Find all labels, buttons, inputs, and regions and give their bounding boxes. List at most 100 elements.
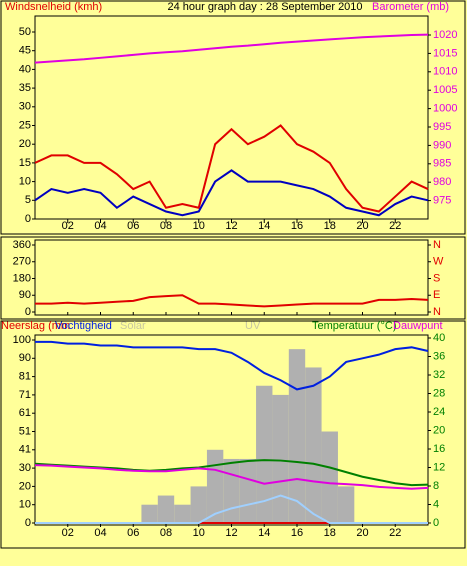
solar-bar — [157, 495, 175, 523]
x-tick-label: 18 — [324, 220, 336, 232]
y-tick-label: 90 — [19, 352, 31, 364]
y2-tick-label: N — [433, 239, 441, 251]
series-line — [34, 169, 429, 217]
x-tick-label: 04 — [94, 220, 106, 232]
y2-tick-label: E — [433, 289, 440, 301]
y2-tick-label: 28 — [433, 387, 445, 399]
solar-bar — [337, 486, 355, 523]
y2-tick-label: 36 — [433, 350, 445, 362]
y-tick-label: 30 — [19, 101, 31, 113]
y-tick-label: 360 — [13, 239, 31, 251]
y-tick-label: 90 — [19, 289, 31, 301]
y-tick-label: 15 — [19, 157, 31, 169]
y-tick-label: 10 — [19, 176, 31, 188]
solar-bar — [272, 394, 289, 523]
panel-frame — [0, 0, 466, 235]
y2-tick-label: 980 — [433, 176, 451, 188]
y-tick-label: 270 — [13, 256, 31, 268]
series-line — [34, 33, 429, 64]
x-tick-label: 20 — [356, 220, 368, 232]
x-tick-label: 20 — [356, 527, 368, 539]
y2-tick-label: 1010 — [433, 66, 457, 78]
solar-bar — [321, 431, 338, 523]
x-tick-label: 08 — [160, 220, 172, 232]
solar-bar — [223, 458, 240, 523]
series-line — [34, 124, 429, 213]
x-tick-label: 02 — [62, 220, 74, 232]
y-tick-label: 51 — [19, 425, 31, 437]
series-line — [34, 464, 429, 490]
y-tick-label: 0 — [25, 306, 31, 318]
y2-tick-label: 12 — [433, 461, 445, 473]
y-tick-label: 50 — [19, 26, 31, 38]
y2-tick-label: 985 — [433, 158, 451, 170]
y-tick-label: 71 — [19, 389, 31, 401]
y2-tick-label: 1000 — [433, 103, 457, 115]
x-tick-label: 04 — [94, 527, 106, 539]
x-tick-label: 16 — [291, 527, 303, 539]
y2-tick-label: 1015 — [433, 47, 457, 59]
y-tick-label: 40 — [19, 63, 31, 75]
legend-entry: Windsnelheid (kmh) — [5, 1, 102, 13]
x-tick-label: 22 — [389, 220, 401, 232]
y-tick-label: 45 — [19, 45, 31, 57]
solar-bar — [288, 349, 306, 523]
x-tick-label: 12 — [225, 527, 237, 539]
x-tick-label: 14 — [258, 220, 270, 232]
y2-tick-label: 4 — [433, 498, 439, 510]
y-tick-label: 20 — [19, 138, 31, 150]
x-tick-label: 02 — [62, 527, 74, 539]
x-tick-label: 06 — [127, 527, 139, 539]
y2-tick-label: S — [433, 272, 440, 284]
legend-entry: Neerslag (mm — [1, 320, 70, 332]
legend-entry: Dauwpunt — [393, 320, 443, 332]
solar-bar — [239, 458, 257, 523]
series-line — [35, 294, 429, 308]
chart-title: 24 hour graph day : 28 September 2010 — [167, 1, 362, 13]
x-tick-label: 08 — [160, 527, 172, 539]
y2-tick-label: 1020 — [433, 29, 457, 41]
y-tick-label: 20 — [19, 480, 31, 492]
y2-tick-label: 995 — [433, 121, 451, 133]
y-tick-label: 10 — [19, 499, 31, 511]
y-tick-label: 30 — [19, 462, 31, 474]
y-tick-label: 35 — [19, 82, 31, 94]
y-tick-label: 25 — [19, 119, 31, 131]
y-tick-label: 100 — [13, 334, 31, 346]
solar-bar — [190, 486, 207, 523]
y2-tick-label: W — [433, 256, 444, 268]
y-tick-label: 180 — [13, 272, 31, 284]
y2-tick-label: 32 — [433, 369, 445, 381]
x-tick-label: 14 — [258, 527, 270, 539]
legend-entry: Temperatuur (°C) — [312, 320, 396, 332]
y2-tick-label: N — [433, 306, 441, 318]
x-tick-label: 22 — [389, 527, 401, 539]
solar-bar — [206, 449, 224, 523]
y-tick-label: 0 — [25, 517, 31, 529]
y-tick-label: 5 — [25, 194, 31, 206]
solar-bar — [305, 367, 322, 523]
legend-entry: Barometer (mb) — [372, 1, 449, 13]
x-tick-label: 06 — [127, 220, 139, 232]
y-tick-label: 0 — [25, 213, 31, 225]
x-tick-label: 10 — [193, 527, 205, 539]
y2-tick-label: 16 — [433, 443, 445, 455]
y2-tick-label: 1005 — [433, 84, 457, 96]
y2-tick-label: 40 — [433, 332, 445, 344]
y2-tick-label: 20 — [433, 424, 445, 436]
y2-tick-label: 975 — [433, 195, 451, 207]
legend-entry: UV — [245, 320, 261, 332]
legend-entry: Vochtigheid — [55, 320, 112, 332]
y2-tick-label: 24 — [433, 406, 445, 418]
panel-frame — [0, 236, 466, 320]
x-tick-label: 12 — [225, 220, 237, 232]
solar-bar — [256, 385, 273, 523]
solar-bar — [174, 504, 191, 523]
y-tick-label: 81 — [19, 371, 31, 383]
x-tick-label: 10 — [193, 220, 205, 232]
x-tick-label: 18 — [324, 527, 336, 539]
y2-tick-label: 990 — [433, 139, 451, 151]
x-tick-label: 16 — [291, 220, 303, 232]
y2-tick-label: 0 — [433, 517, 439, 529]
